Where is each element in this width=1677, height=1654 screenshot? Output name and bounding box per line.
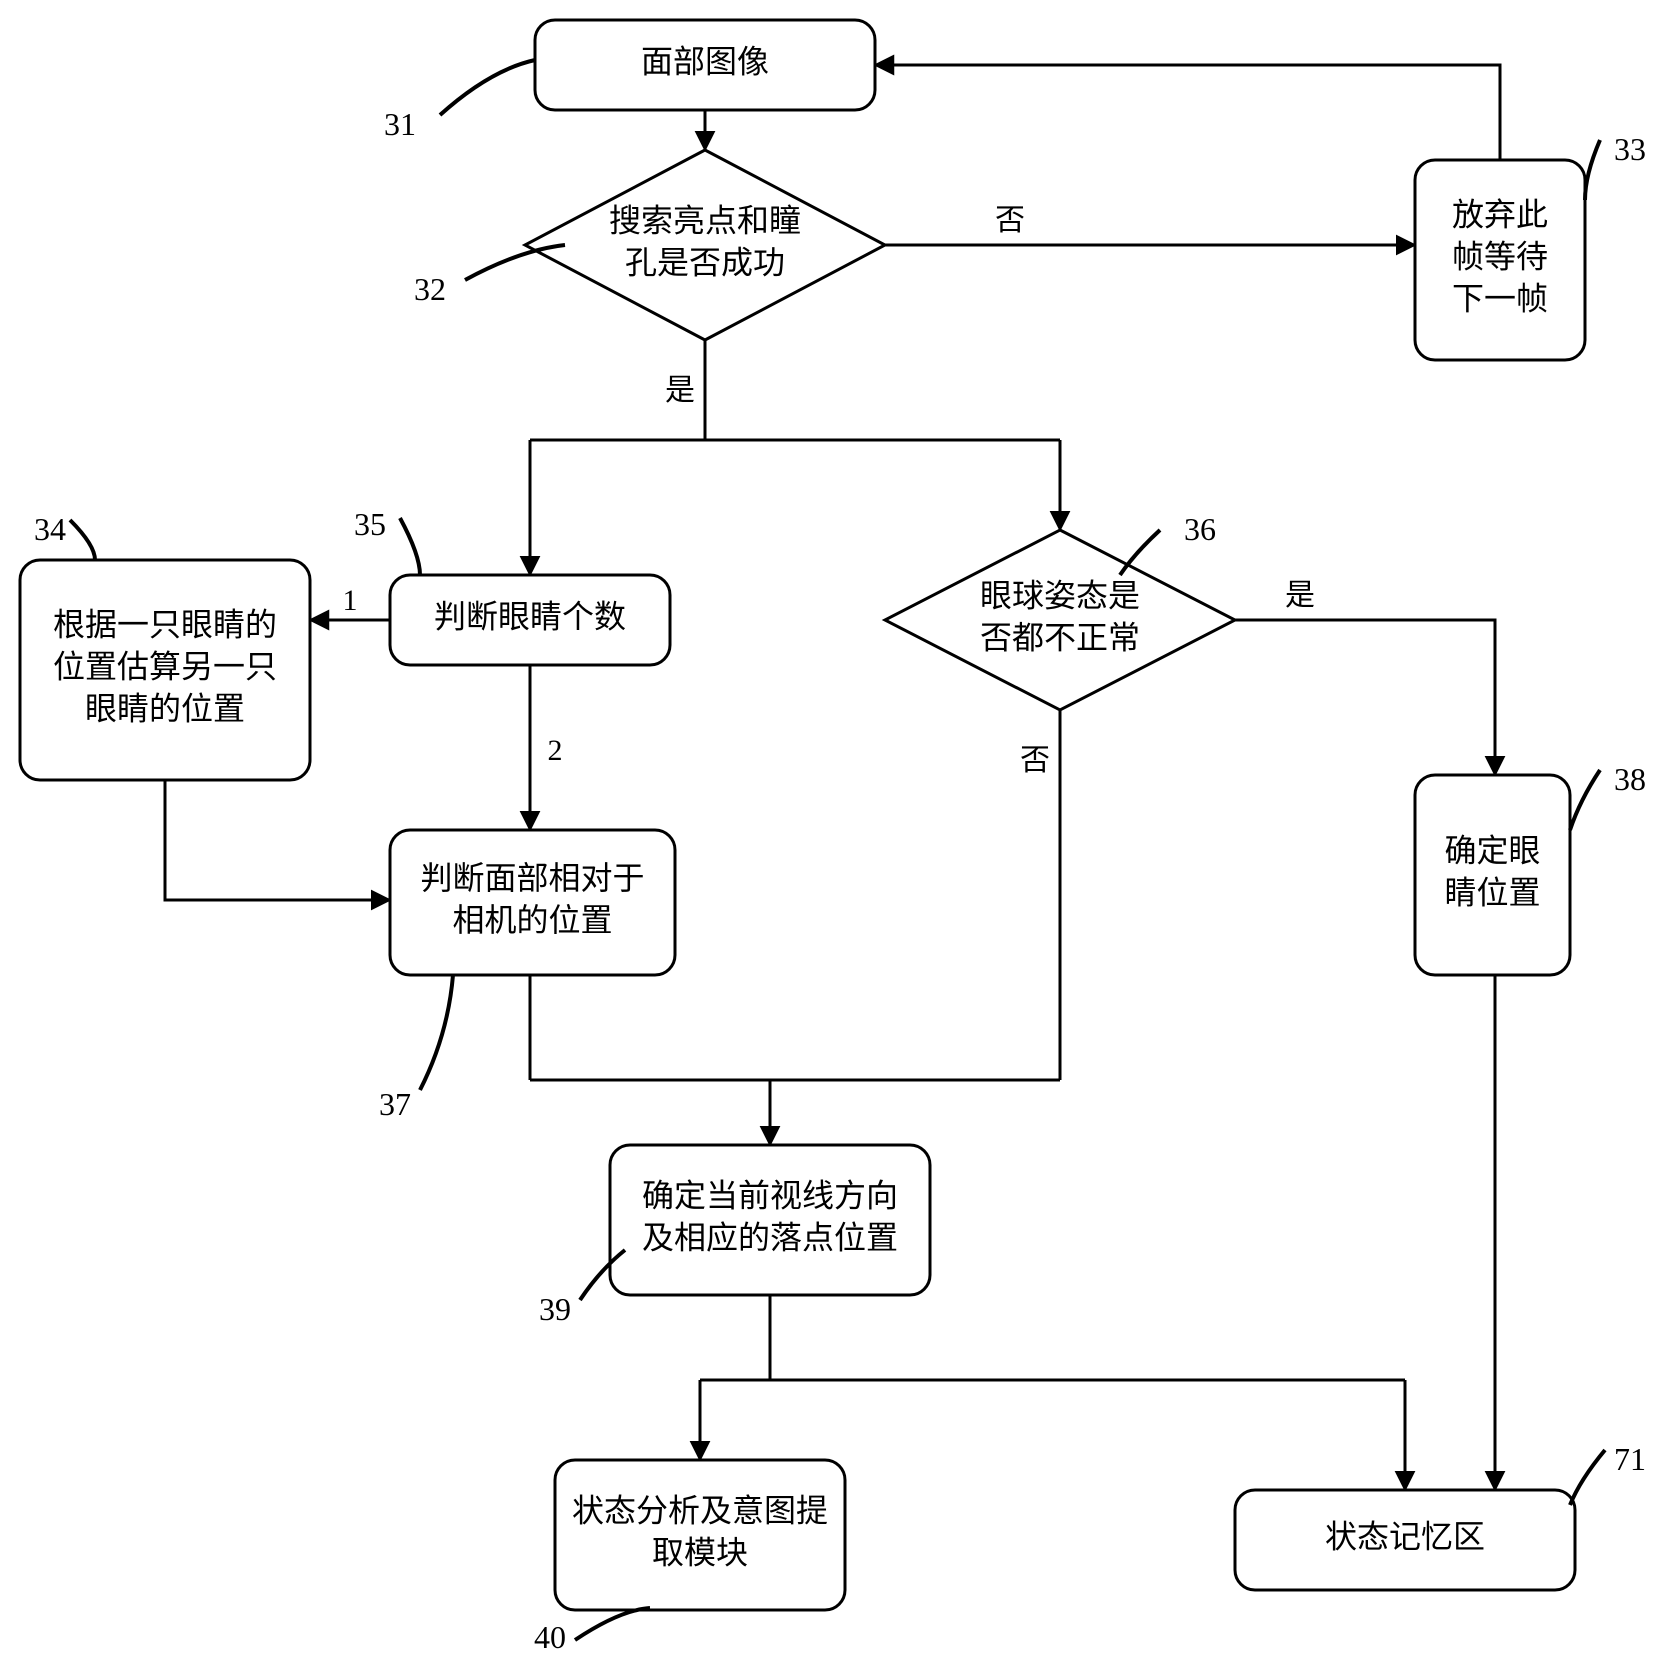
- callout-label: 38: [1614, 761, 1646, 797]
- node-text: 眼睛的位置: [85, 690, 245, 726]
- callout-line-c33: [1585, 140, 1600, 200]
- callout-label: 31: [384, 106, 416, 142]
- node-text: 否都不正常: [980, 619, 1140, 655]
- node-text: 帧等待: [1452, 238, 1548, 274]
- callout-line-c35: [400, 518, 420, 575]
- callout-label: 71: [1614, 1441, 1646, 1477]
- node-text: 孔是否成功: [625, 244, 785, 280]
- callout-label: 39: [539, 1291, 571, 1327]
- node-n37: 判断面部相对于相机的位置: [390, 830, 675, 975]
- edge-label: 否: [1020, 744, 1050, 777]
- callout-label: 35: [354, 506, 386, 542]
- node-n39: 确定当前视线方向及相应的落点位置: [610, 1145, 930, 1295]
- node-text: 位置估算另一只: [53, 648, 277, 684]
- node-text: 下一帧: [1452, 280, 1548, 316]
- edge-label: 是: [1285, 579, 1315, 612]
- node-text: 及相应的落点位置: [642, 1219, 898, 1255]
- node-text: 取模块: [652, 1534, 748, 1570]
- node-text: 面部图像: [641, 43, 769, 79]
- flowchart: 否是12是否面部图像搜索亮点和瞳孔是否成功放弃此帧等待下一帧根据一只眼睛的位置估…: [0, 0, 1677, 1654]
- node-text: 判断面部相对于: [420, 860, 644, 896]
- node-n35: 判断眼睛个数: [390, 575, 670, 665]
- callout-label: 37: [379, 1086, 411, 1122]
- callout-label: 40: [534, 1619, 566, 1654]
- callout-label: 32: [414, 271, 446, 307]
- node-text: 眼球姿态是: [980, 577, 1140, 613]
- node-n33: 放弃此帧等待下一帧: [1415, 160, 1585, 360]
- node-n31: 面部图像: [535, 20, 875, 110]
- callout-line-c31: [440, 60, 535, 115]
- node-text: 放弃此: [1452, 196, 1548, 232]
- callout-label: 36: [1184, 511, 1216, 547]
- node-n40: 状态分析及意图提取模块: [555, 1460, 845, 1610]
- node-text: 确定眼: [1444, 832, 1540, 868]
- callout-line-c71: [1570, 1450, 1605, 1505]
- node-text: 状态记忆区: [1325, 1518, 1485, 1554]
- node-n38: 确定眼睛位置: [1415, 775, 1570, 975]
- callout-line-c40: [575, 1608, 650, 1640]
- node-text: 睛位置: [1444, 874, 1540, 910]
- node-text: 根据一只眼睛的: [53, 606, 277, 642]
- edge-label: 1: [343, 584, 358, 617]
- node-n32: 搜索亮点和瞳孔是否成功: [525, 150, 885, 340]
- callout-line-c34: [70, 520, 95, 560]
- callout-line-c37: [420, 975, 453, 1090]
- edge-e34-37: [165, 780, 390, 900]
- callout-label: 34: [34, 511, 66, 547]
- node-n34: 根据一只眼睛的位置估算另一只眼睛的位置: [20, 560, 310, 780]
- edge-label: 否: [995, 204, 1025, 237]
- edge-label: 2: [548, 734, 563, 767]
- node-n71: 状态记忆区: [1235, 1490, 1575, 1590]
- callout-line-c38: [1570, 770, 1600, 830]
- callout-line-c36: [1120, 530, 1160, 575]
- node-text: 判断眼睛个数: [434, 598, 626, 634]
- edge-e36-yes: [1235, 620, 1495, 775]
- node-text: 确定当前视线方向: [642, 1177, 898, 1213]
- edge-label: 是: [665, 374, 695, 407]
- callout-label: 33: [1614, 131, 1646, 167]
- edge-e33-31: [875, 65, 1500, 160]
- node-text: 相机的位置: [452, 902, 612, 938]
- node-text: 状态分析及意图提: [572, 1492, 828, 1528]
- node-text: 搜索亮点和瞳: [609, 202, 801, 238]
- node-n36: 眼球姿态是否都不正常: [885, 530, 1235, 710]
